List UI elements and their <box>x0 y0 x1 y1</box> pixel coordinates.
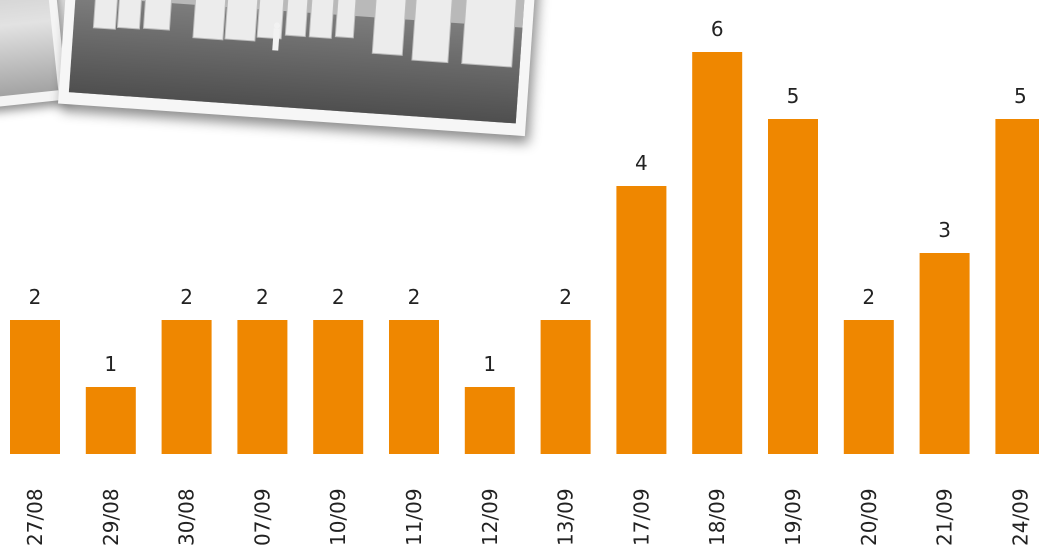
bar-07-09 <box>237 320 288 454</box>
value-label: 2 <box>332 285 345 309</box>
category-label: 18/09 <box>705 488 729 546</box>
bar-19-09 <box>768 119 818 454</box>
bar-10-09 <box>313 320 364 454</box>
value-label: 2 <box>559 285 572 309</box>
bar-18-09 <box>692 52 743 454</box>
category-label: 12/09 <box>478 488 502 546</box>
category-label: 20/09 <box>857 488 881 546</box>
category-labels: 27/08 29/08 30/08 07/09 10/09 11/09 12/09 13/09… <box>23 488 1032 546</box>
bar-29-08 <box>85 387 136 454</box>
value-label: 1 <box>104 352 117 376</box>
bar-13-09 <box>540 320 591 454</box>
bar-17-09 <box>616 186 667 454</box>
value-label: 2 <box>180 285 193 309</box>
bar-12-09 <box>464 387 515 454</box>
bar-24-09 <box>995 119 1039 454</box>
category-label: 17/09 <box>629 488 653 546</box>
value-label: 2 <box>29 285 42 309</box>
value-labels: 2 1 2 2 2 2 1 2 4 6 5 2 3 5 <box>29 17 1027 376</box>
value-label: 2 <box>408 285 421 309</box>
category-label: 13/09 <box>554 488 578 546</box>
value-label: 4 <box>635 151 648 175</box>
value-label: 5 <box>1014 84 1027 108</box>
category-label: 11/09 <box>402 488 426 546</box>
category-label: 29/08 <box>99 488 123 546</box>
bar-11-09 <box>389 320 439 454</box>
bar-20-09 <box>843 320 894 454</box>
value-label: 5 <box>787 84 800 108</box>
bar-21-09 <box>919 253 970 454</box>
category-label: 19/09 <box>781 488 805 546</box>
exhibition-hall-photo <box>58 0 538 137</box>
exhibition-hall-scene <box>68 0 528 124</box>
category-label: 21/09 <box>933 488 957 546</box>
category-label: 30/08 <box>175 488 199 546</box>
value-label: 1 <box>483 352 496 376</box>
bar-27-08 <box>10 320 60 454</box>
category-label: 10/09 <box>326 488 350 546</box>
value-label: 3 <box>938 218 951 242</box>
category-label: 27/08 <box>23 488 47 546</box>
value-label: 2 <box>862 285 875 309</box>
value-label: 2 <box>256 285 269 309</box>
category-label: 07/09 <box>250 488 274 546</box>
category-label: 24/09 <box>1008 488 1032 546</box>
bar-30-08 <box>161 320 212 454</box>
bars <box>10 52 1039 454</box>
value-label: 6 <box>711 17 724 41</box>
